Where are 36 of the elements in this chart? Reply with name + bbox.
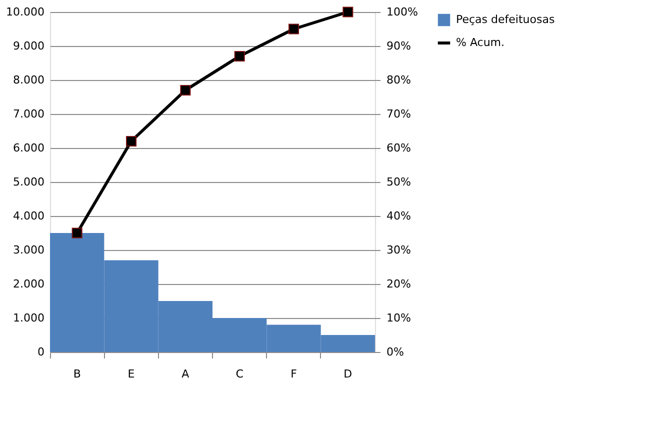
y-tick-label: 1.000	[13, 312, 44, 324]
y-tick-label: 6.000	[13, 142, 44, 154]
y2-tick-label: 20%	[386, 278, 411, 290]
x-tick-label: C	[236, 368, 244, 380]
x-tick-label: F	[290, 368, 297, 380]
y-tick-label: 10.000	[6, 6, 44, 18]
y-tick-label: 0	[38, 346, 44, 358]
y-tick-label: 7.000	[13, 108, 44, 120]
y-tick-label: 8.000	[13, 74, 44, 86]
y2-tick-label: 70%	[386, 108, 411, 120]
x-tick-label: B	[73, 368, 81, 380]
y2-tick-label: 80%	[386, 74, 411, 86]
y2-tick-label: 10%	[386, 312, 411, 324]
y2-tick-label: 100%	[386, 6, 418, 18]
y2-tick-label: 40%	[386, 210, 411, 222]
y2-tick-label: 30%	[386, 244, 411, 256]
y2-tick-label: 50%	[386, 176, 411, 188]
legend-label: Peças defeituosas	[456, 13, 555, 26]
point	[180, 84, 191, 96]
y-tick-label: 4.000	[13, 210, 44, 222]
point	[288, 24, 299, 34]
point	[72, 228, 82, 238]
y2-tick-label: 60%	[386, 142, 411, 154]
y2-tick-label: 0%	[386, 346, 404, 358]
point	[342, 6, 354, 18]
y-tick-label: 9.000	[13, 40, 44, 52]
x-tick-label: A	[182, 368, 190, 380]
x-tick-label: E	[128, 368, 135, 380]
y2-tick-label: 90%	[386, 40, 411, 52]
point	[234, 50, 245, 62]
y-tick-label: 2.000	[13, 278, 44, 290]
point	[126, 136, 136, 146]
legend-label: % Acum.	[456, 36, 505, 49]
y-tick-label: 3.000	[13, 244, 44, 256]
y-tick-label: 5.000	[13, 176, 44, 188]
x-tick-label: D	[344, 368, 352, 380]
